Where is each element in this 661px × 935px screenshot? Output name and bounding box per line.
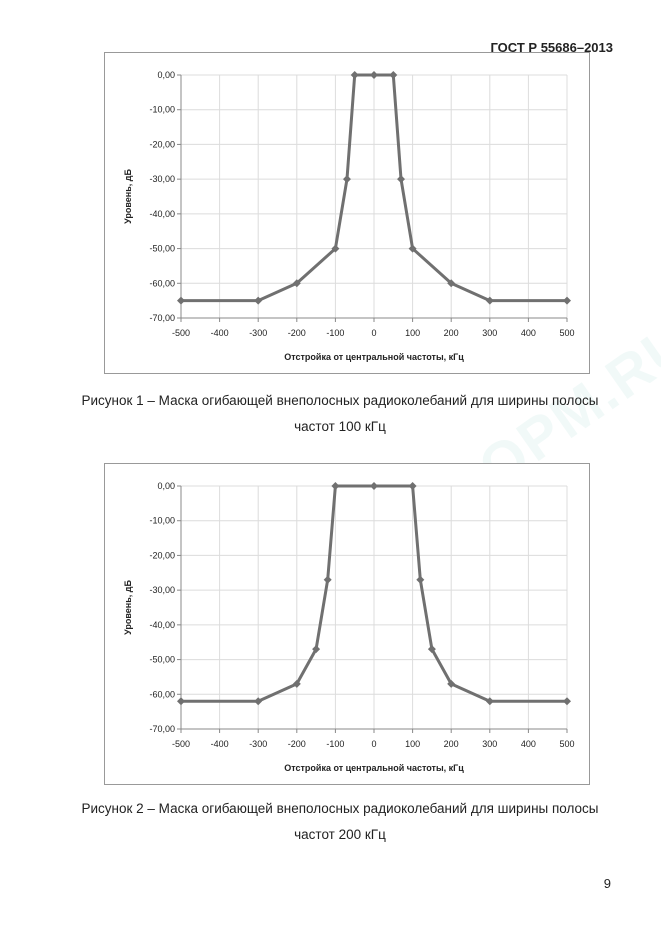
data-point-marker [254, 697, 263, 706]
y-tick-label: -30,00 [149, 174, 175, 184]
data-point-marker [370, 71, 378, 79]
data-point-marker [447, 679, 456, 688]
x-tick-label: 300 [482, 739, 497, 749]
data-point-marker [331, 244, 340, 253]
caption-2-line-2: частот 200 кГц [294, 827, 386, 842]
x-tick-label: 200 [444, 739, 459, 749]
data-point-marker [342, 175, 351, 184]
data-point-marker [370, 482, 378, 490]
caption-1-line-2: частот 100 кГц [294, 419, 386, 434]
data-point-marker [563, 697, 571, 706]
chart-2-svg: -500 -400 -300 -200 -100 0 100 200 300 400 500 0,00… [123, 481, 575, 773]
chart-figure-1: -500 -400 -300 -200 -100 0 100 200 300 400 500 0,00… [104, 52, 590, 374]
data-point-marker [292, 279, 301, 288]
y-tick-label: -60,00 [149, 689, 175, 699]
data-point-marker [350, 71, 359, 79]
y-tick-label: -40,00 [149, 620, 175, 630]
x-tick-label: -100 [326, 739, 344, 749]
y-tick-label: -20,00 [149, 550, 175, 560]
y-tick-label: -40,00 [149, 209, 175, 219]
caption-2-line-1: Рисунок 2 – Маска огибающей внеполосных … [81, 801, 599, 816]
y-tick-label: -20,00 [149, 139, 175, 149]
x-tick-label: -400 [211, 739, 229, 749]
y-tick-label: -30,00 [149, 585, 175, 595]
caption-figure-1: Рисунок 1 – Маска огибающей внеполосных … [60, 388, 620, 440]
data-point-marker [389, 71, 398, 79]
data-point-marker [485, 296, 494, 305]
data-point-marker [254, 296, 263, 305]
x-tick-label: 400 [521, 739, 536, 749]
x-axis-label: Отстройка от центральной частоты, кГц [284, 352, 464, 362]
x-tick-label: 0 [371, 328, 376, 338]
data-point-marker [563, 296, 571, 305]
y-axis-label: Уровень, дБ [123, 580, 133, 635]
x-tick-label: -200 [288, 739, 306, 749]
chart-figure-2: -500 -400 -300 -200 -100 0 100 200 300 400 500 0,00… [104, 463, 590, 785]
y-tick-label: -10,00 [149, 105, 175, 115]
caption-1-line-1: Рисунок 1 – Маска огибающей внеполосных … [81, 393, 599, 408]
data-point-marker [312, 645, 321, 654]
chart-2-grid [177, 485, 568, 733]
x-tick-label: -300 [249, 328, 267, 338]
x-tick-label: -500 [172, 739, 190, 749]
x-tick-label: 200 [444, 328, 459, 338]
data-point-marker [408, 482, 417, 490]
chart-1-grid [177, 74, 568, 322]
x-axis-label: Отстройка от центральной частоты, кГц [284, 763, 464, 773]
data-point-marker [331, 482, 340, 490]
x-tick-label: 0 [371, 739, 376, 749]
data-point-marker [292, 679, 301, 688]
page-number: 9 [603, 876, 611, 891]
y-tick-label: -60,00 [149, 278, 175, 288]
y-axis-label: Уровень, дБ [123, 169, 133, 224]
data-point-marker [416, 575, 425, 584]
data-point-marker [427, 645, 436, 654]
x-tick-label: 100 [405, 328, 420, 338]
y-tick-label: -10,00 [149, 516, 175, 526]
x-tick-label: -200 [288, 328, 306, 338]
caption-figure-2: Рисунок 2 – Маска огибающей внеполосных … [60, 796, 620, 848]
x-tick-label: 500 [559, 739, 574, 749]
x-tick-label: 500 [559, 328, 574, 338]
y-tick-label: -50,00 [149, 655, 175, 665]
x-tick-label: -400 [211, 328, 229, 338]
data-point-marker [397, 175, 406, 184]
x-tick-label: 400 [521, 328, 536, 338]
y-tick-label: -70,00 [149, 724, 175, 734]
data-point-marker [447, 279, 456, 288]
data-point-marker [408, 244, 417, 253]
x-tick-label: -300 [249, 739, 267, 749]
y-tick-label: -70,00 [149, 313, 175, 323]
data-point-marker [177, 697, 185, 706]
chart-1-svg: -500 -400 -300 -200 -100 0 100 200 300 400 500 0,00… [123, 70, 575, 362]
standard-header: ГОСТ Р 55686–2013 [490, 40, 613, 55]
x-tick-label: 100 [405, 739, 420, 749]
data-point-marker [177, 296, 185, 305]
y-tick-label: 0,00 [157, 70, 175, 80]
y-tick-label: -50,00 [149, 244, 175, 254]
x-tick-label: -500 [172, 328, 190, 338]
data-point-marker [323, 575, 332, 584]
x-tick-label: 300 [482, 328, 497, 338]
x-tick-label: -100 [326, 328, 344, 338]
y-tick-label: 0,00 [157, 481, 175, 491]
data-point-marker [485, 697, 494, 706]
